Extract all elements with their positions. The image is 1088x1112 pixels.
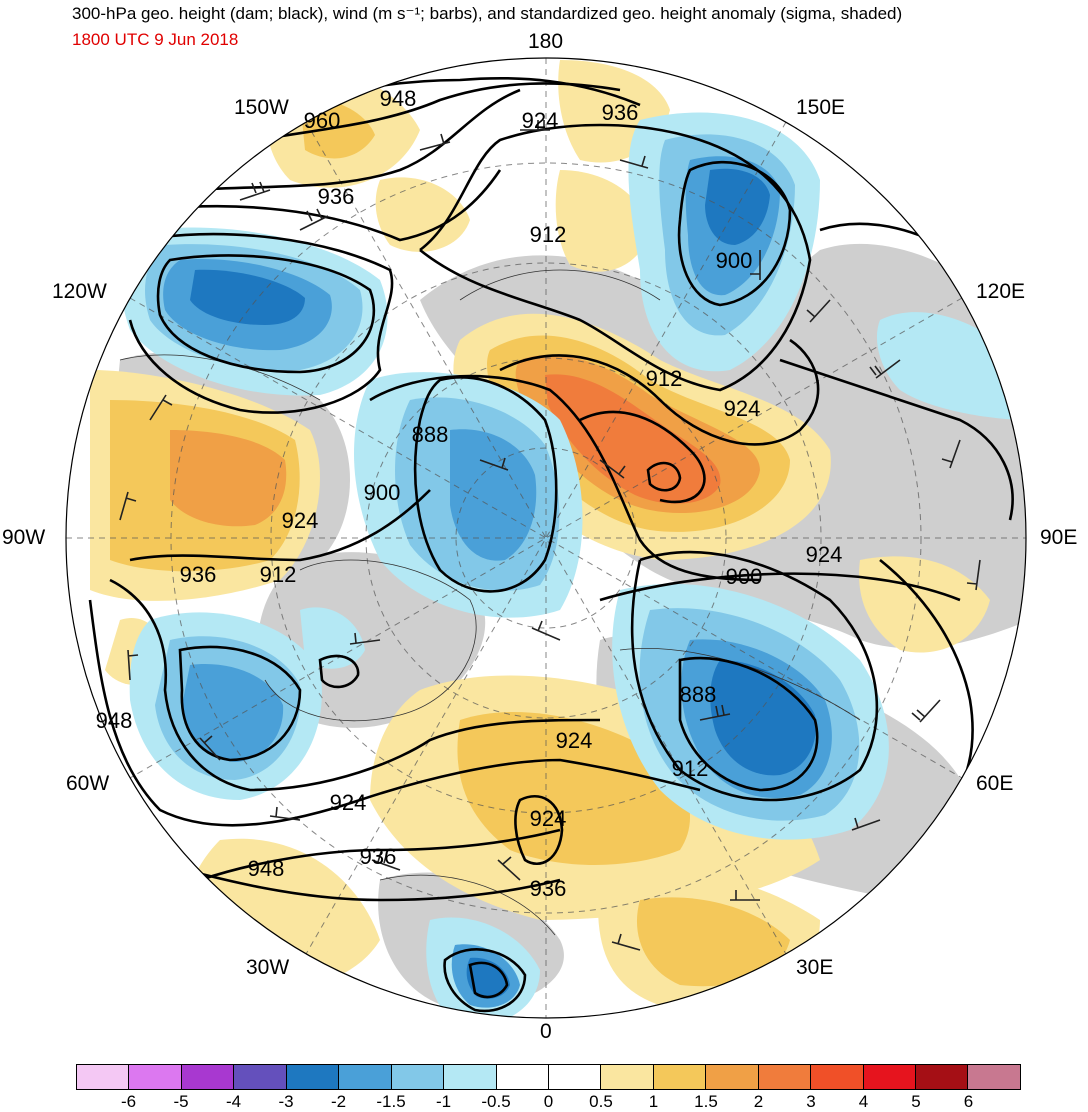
- contour-label: 924: [282, 508, 319, 533]
- colorbar-tick-label: 0: [543, 1092, 554, 1111]
- colorbar-swatch: [444, 1065, 497, 1089]
- map-title: 300-hPa geo. height (dam; black), wind (…: [72, 4, 903, 23]
- lon-label-30w: 30W: [246, 956, 290, 979]
- contour-label: 948: [96, 708, 133, 733]
- colorbar-swatch: [653, 1065, 707, 1089]
- colorbar-tick-label: -0.5: [481, 1092, 511, 1111]
- negative-anomaly-shading: [121, 112, 1026, 1018]
- colorbar-swatch: [811, 1065, 864, 1089]
- colorbar-swatch: [968, 1065, 1020, 1089]
- anomaly-colorbar: [76, 1064, 1021, 1090]
- colorbar-tick-label: 6: [963, 1092, 974, 1111]
- contour-label: 912: [260, 562, 297, 587]
- contour-label: 924: [556, 728, 593, 753]
- contour-label: 948: [380, 86, 417, 111]
- lon-label-60e: 60E: [976, 772, 1014, 795]
- colorbar-swatch: [548, 1065, 602, 1089]
- colorbar-swatch: [706, 1065, 759, 1089]
- polar-stereographic-map: 948 924 936 960 936 912 900 924 912 888 …: [65, 57, 1027, 1019]
- colorbar-swatch: [234, 1065, 287, 1089]
- colorbar-swatch: [339, 1065, 392, 1089]
- contour-label: 912: [646, 366, 683, 391]
- positive-anomaly-shading: [90, 60, 990, 1010]
- colorbar-tick-label: -1.5: [376, 1092, 406, 1111]
- colorbar-tick-label: 1: [648, 1092, 659, 1111]
- contour-label: 936: [360, 844, 397, 869]
- colorbar-swatch: [496, 1065, 549, 1089]
- contour-label: 924: [522, 108, 559, 133]
- colorbar-swatch: [916, 1065, 969, 1089]
- contour-label: 948: [248, 856, 285, 881]
- lon-label-90e: 90E: [1040, 526, 1078, 549]
- contour-label: 900: [726, 564, 763, 589]
- colorbar-tick-label: -5: [173, 1092, 189, 1111]
- colorbar-tick-label: 1.5: [694, 1092, 718, 1111]
- contour-label: 924: [330, 790, 367, 815]
- colorbar-swatch: [129, 1065, 182, 1089]
- lon-label-60w: 60W: [66, 772, 110, 795]
- contour-labels: 948 924 936 960 936 912 900 924 912 888 …: [96, 86, 843, 901]
- contour-label: 888: [412, 422, 449, 447]
- colorbar-tick-label: 4: [858, 1092, 869, 1111]
- colorbar-swatch: [77, 1065, 130, 1089]
- contour-label: 900: [364, 480, 401, 505]
- contour-label: 924: [806, 542, 843, 567]
- colorbar-tick-label: -3: [278, 1092, 294, 1111]
- colorbar-tick-label: -2: [330, 1092, 347, 1111]
- colorbar-tick-label: 5: [911, 1092, 921, 1111]
- lon-label-150e: 150E: [796, 96, 846, 119]
- colorbar-tick-label: -4: [225, 1092, 242, 1111]
- colorbar-tick-label: 0.5: [589, 1092, 613, 1111]
- colorbar-tick-label: 2: [753, 1092, 764, 1111]
- contour-label: 936: [530, 876, 567, 901]
- contour-label: 936: [602, 100, 639, 125]
- colorbar-tick-label: -6: [120, 1092, 137, 1111]
- lon-label-0: 0: [540, 1020, 552, 1043]
- lon-label-120e: 120E: [976, 280, 1026, 303]
- lon-label-180: 180: [528, 30, 564, 53]
- contour-label: 936: [318, 184, 355, 209]
- colorbar-swatch: [286, 1065, 340, 1089]
- contour-label: 936: [180, 562, 217, 587]
- contour-label: 960: [304, 108, 341, 133]
- contour-label: 924: [724, 396, 761, 421]
- colorbar-swatch: [391, 1065, 445, 1089]
- contour-label: 912: [672, 756, 709, 781]
- lon-label-30e: 30E: [796, 956, 834, 979]
- colorbar-tick-label: -1: [435, 1092, 452, 1111]
- colorbar-swatch: [758, 1065, 812, 1089]
- wind-barbs: [119, 120, 981, 951]
- lon-label-120w: 120W: [52, 280, 107, 303]
- lon-label-90w: 90W: [2, 526, 46, 549]
- map-boundary: [65, 57, 1027, 1019]
- colorbar-swatch: [181, 1065, 235, 1089]
- colorbar-swatch: [863, 1065, 916, 1089]
- contour-label: 912: [530, 222, 567, 247]
- colorbar-tick-label: 3: [806, 1092, 816, 1111]
- lon-label-150w: 150W: [234, 96, 289, 119]
- colorbar-swatch: [601, 1065, 654, 1089]
- contour-label: 924: [530, 806, 567, 831]
- map-datetime: 1800 UTC 9 Jun 2018: [72, 30, 239, 49]
- contour-label: 900: [716, 248, 753, 273]
- contour-label: 888: [680, 682, 717, 707]
